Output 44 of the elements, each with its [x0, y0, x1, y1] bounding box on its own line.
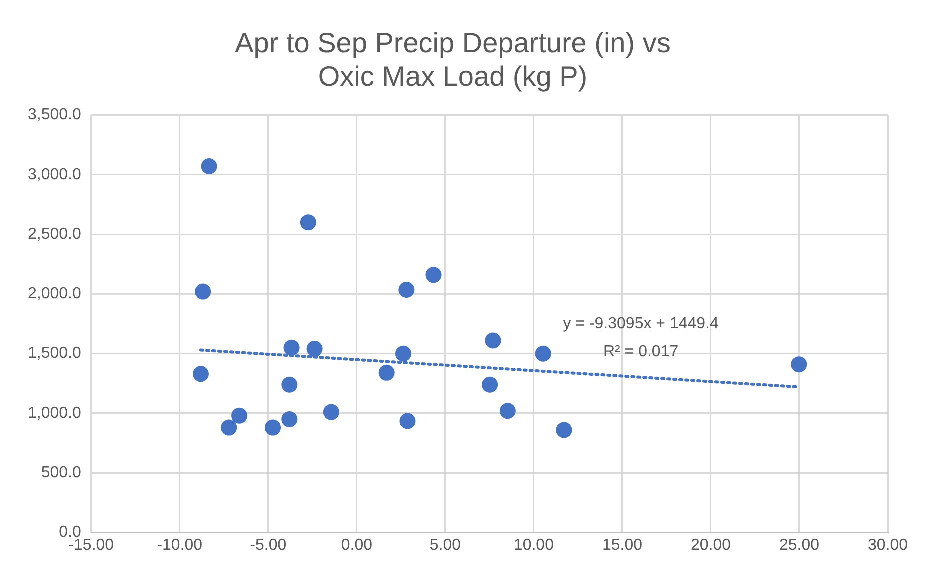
x-tick-label: -15.00 — [68, 536, 114, 554]
point — [195, 284, 212, 300]
point — [378, 364, 395, 381]
y-tick-label: 1,000.0 — [28, 404, 82, 422]
x-tick-label: 5.00 — [430, 536, 462, 554]
x-tick-label: 15.00 — [602, 536, 643, 554]
point — [791, 356, 808, 373]
point — [300, 214, 316, 231]
point — [398, 282, 415, 298]
x-tick-label: -10.00 — [157, 536, 203, 554]
x-tick-label: 20.00 — [690, 536, 732, 554]
point — [201, 158, 218, 175]
y-tick-label: 500.0 — [41, 464, 82, 482]
y-tick-label: 3,500.0 — [28, 106, 82, 124]
point — [306, 341, 323, 358]
point — [221, 420, 238, 436]
x-tick-label: 30.00 — [868, 536, 908, 554]
y-tick-label: 2,500.0 — [28, 226, 82, 243]
point — [282, 411, 298, 428]
x-tick-label: -5.00 — [250, 536, 287, 554]
point — [192, 366, 209, 382]
point — [400, 413, 416, 430]
text: Oxic Max Load (kg P) — [318, 61, 588, 92]
point — [282, 376, 298, 393]
y-tick-label: 1,500.0 — [28, 345, 82, 362]
point — [284, 340, 300, 356]
x-tick-label: 10.00 — [514, 536, 554, 554]
x-tick-label: 0.00 — [341, 536, 373, 554]
point — [556, 422, 572, 438]
point — [485, 332, 502, 349]
point — [500, 403, 516, 420]
y-tick-label: 3,000.0 — [28, 166, 82, 184]
point — [535, 346, 552, 362]
point — [426, 267, 442, 284]
annotation: y = -9.3095x + 1449.4 — [563, 315, 719, 332]
text: Apr to Sep Precip Departure (in) vs — [235, 28, 671, 59]
annotation: R² = 0.017 — [603, 343, 679, 360]
point — [395, 346, 412, 362]
point — [232, 408, 248, 424]
y-tick-label: 2,000.0 — [28, 286, 82, 303]
x-tick-label: 25.00 — [779, 536, 820, 554]
point — [265, 420, 282, 436]
point — [482, 376, 498, 393]
point — [323, 404, 340, 420]
